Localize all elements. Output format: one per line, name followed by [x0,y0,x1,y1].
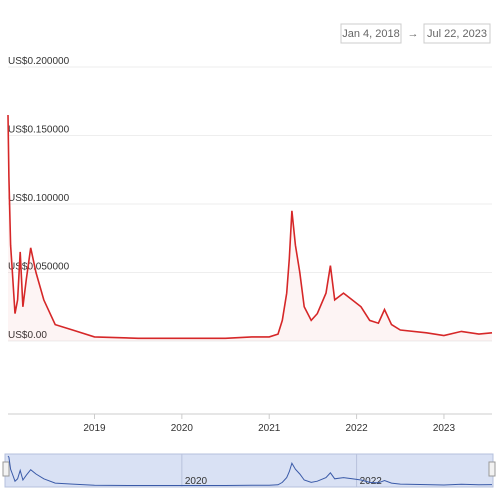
y-tick-label: US$0.150000 [8,125,70,136]
navigator-line [7,455,493,486]
navigator[interactable] [4,453,494,488]
x-tick-label: 2019 [83,423,106,434]
navigator-handle[interactable] [2,461,10,477]
x-tick-label: 2022 [345,423,368,434]
navigator-label: 2020 [185,476,208,487]
y-tick-label: US$0.100000 [8,193,70,204]
x-tick-label: 2023 [433,423,456,434]
start-date[interactable]: Jan 4, 2018 [342,28,400,40]
navigator-handle[interactable] [488,461,496,477]
y-tick-label: US$0.050000 [8,262,70,273]
price-area [8,115,492,341]
start-date-input[interactable] [340,23,402,44]
range-separator: → [408,28,419,40]
navigator-label: 2022 [360,476,383,487]
end-date-input[interactable] [423,23,491,44]
y-tick-label: US$0.200000 [8,56,70,67]
price-line [7,114,493,340]
end-date[interactable]: Jul 22, 2023 [427,28,487,40]
x-tick-label: 2021 [258,423,281,434]
x-tick-label: 2020 [171,423,194,434]
y-tick-label: US$0.00 [8,330,47,341]
